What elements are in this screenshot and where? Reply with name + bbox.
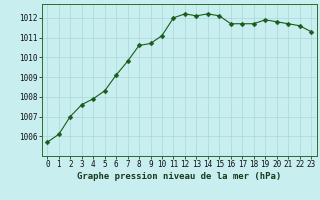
X-axis label: Graphe pression niveau de la mer (hPa): Graphe pression niveau de la mer (hPa) <box>77 172 281 181</box>
